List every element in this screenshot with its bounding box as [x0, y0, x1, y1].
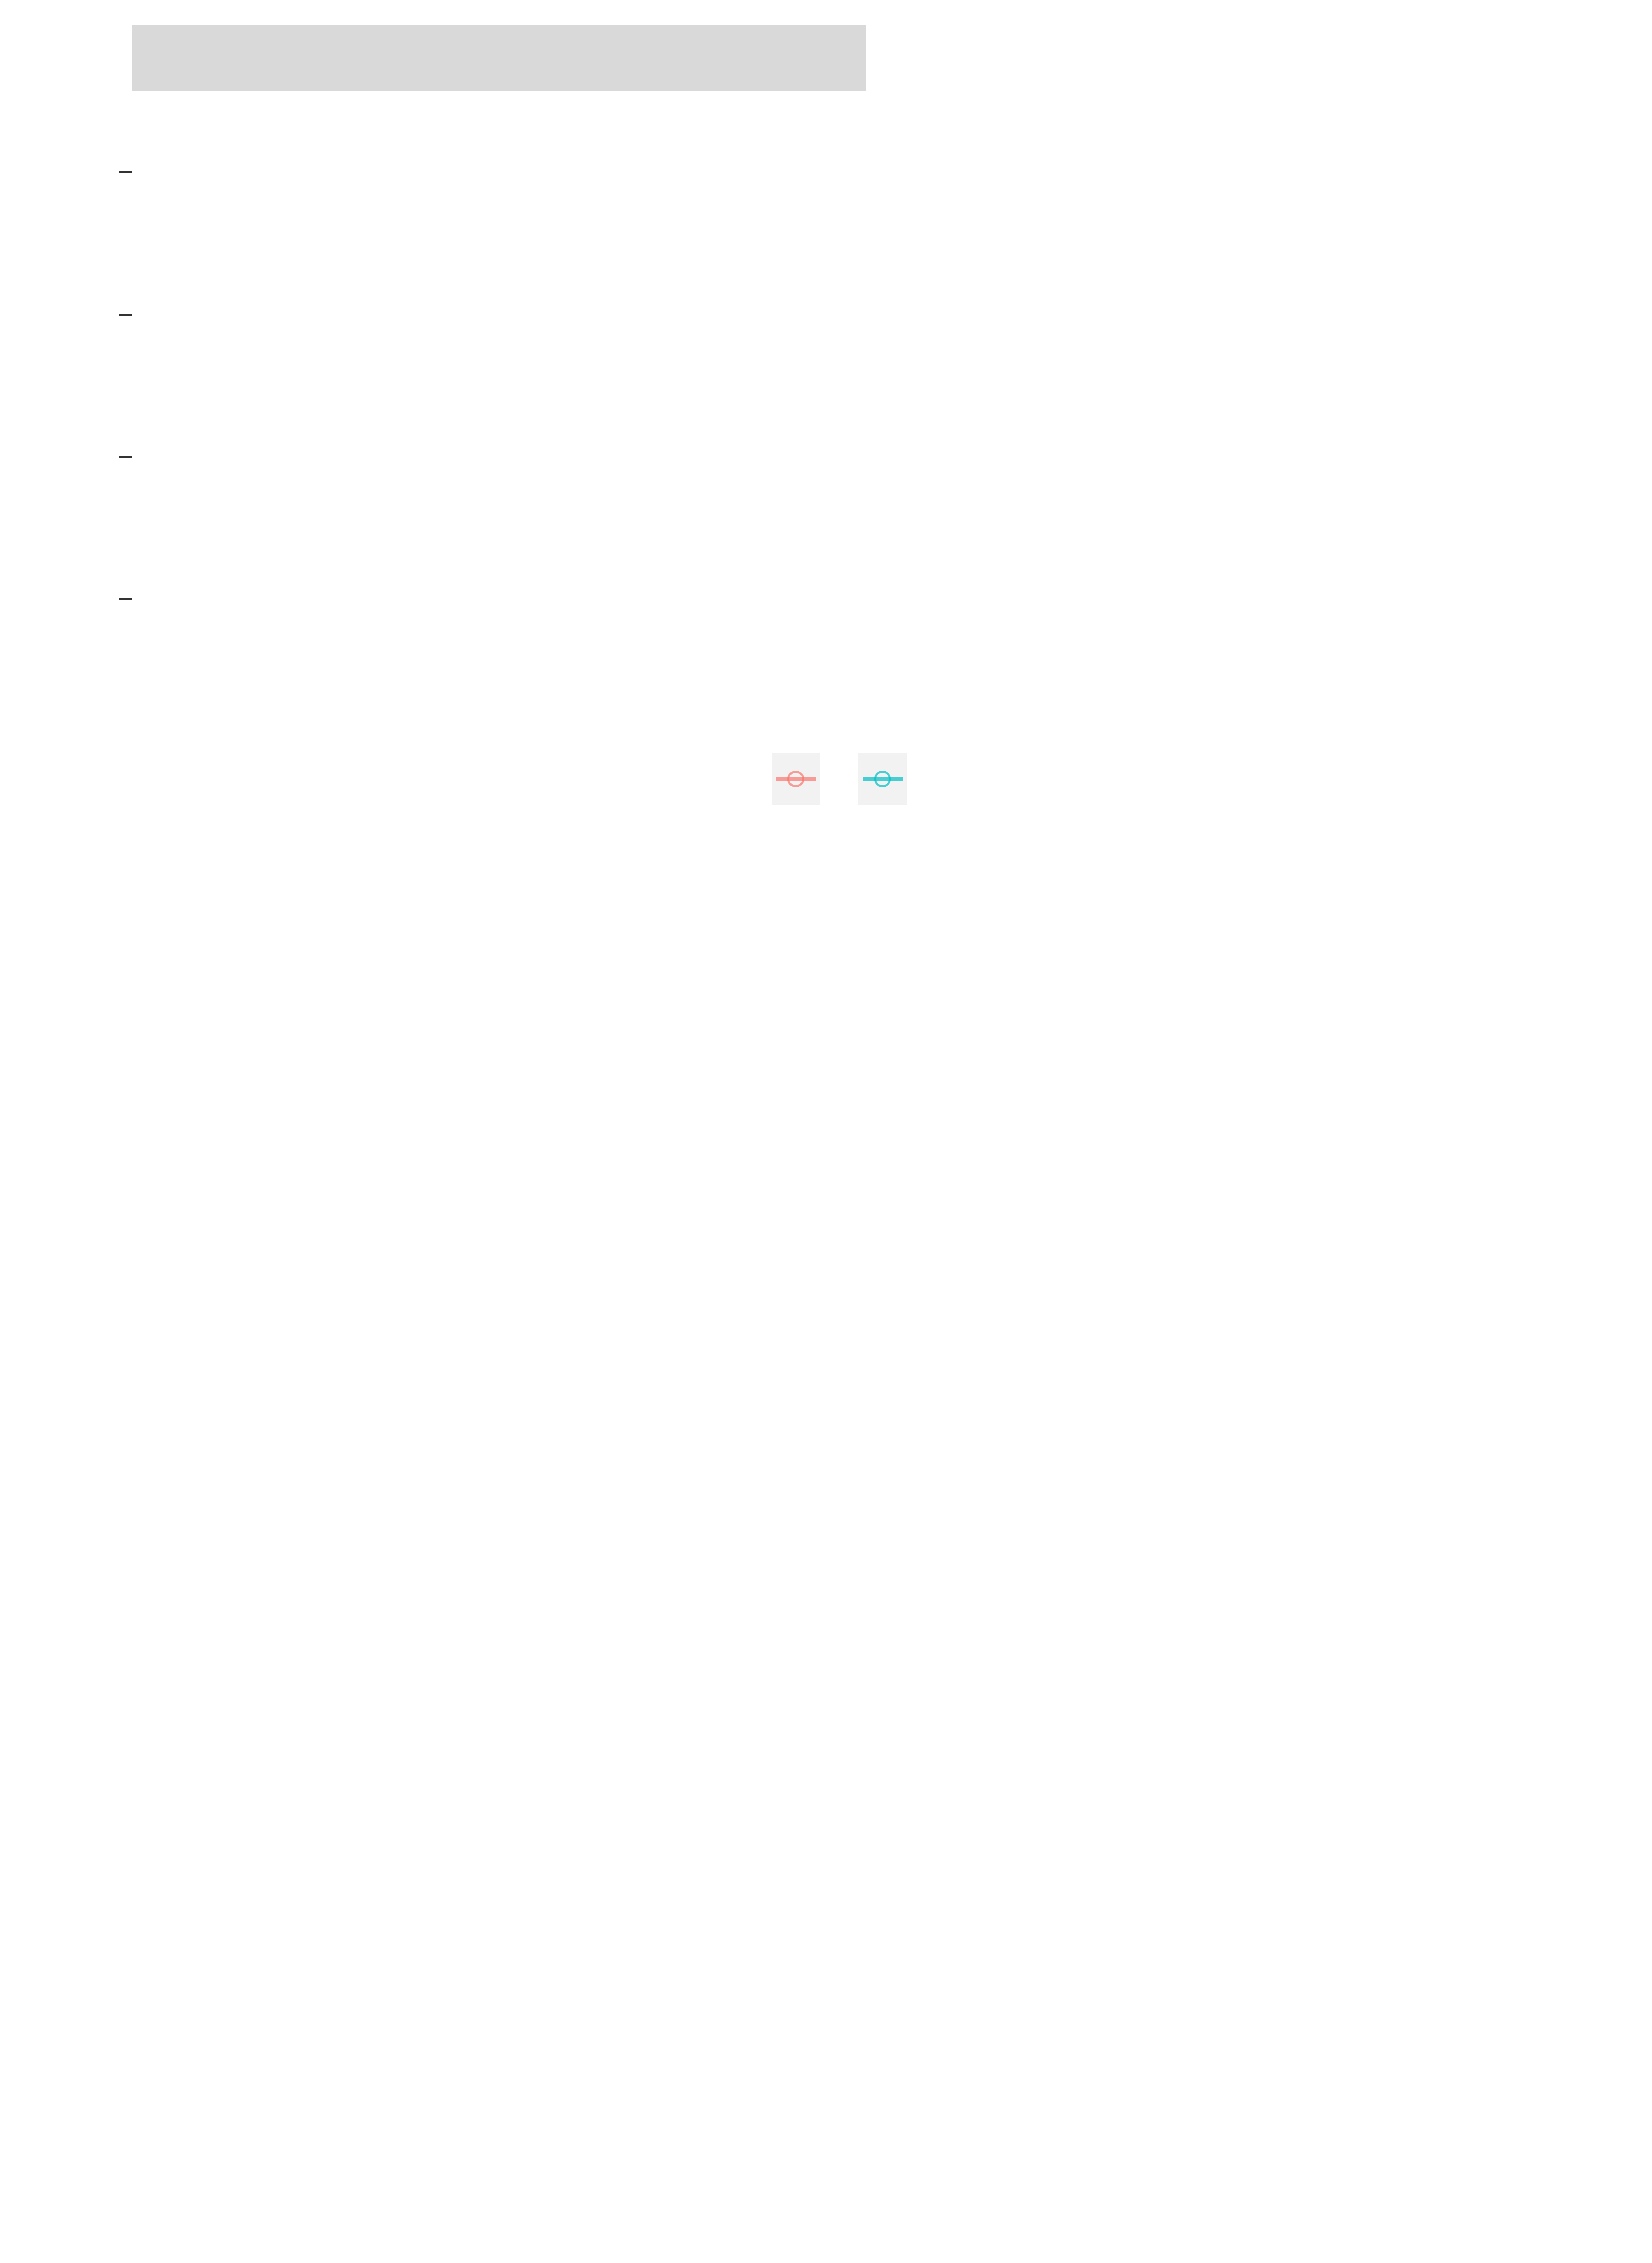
legend	[0, 753, 1652, 805]
y-tick-mark	[119, 171, 132, 174]
y-tick-mark	[119, 597, 132, 600]
figure-height	[0, 25, 1652, 705]
legend-key-deletion-icon	[771, 753, 820, 805]
facet-strip-female	[132, 25, 866, 91]
y-tick-mark	[119, 455, 132, 458]
page: { "colors": { "Deletion": "#F8766D", "No…	[0, 25, 1652, 2263]
legend-item-non-deletion	[858, 753, 921, 805]
figures-container	[0, 25, 1652, 705]
legend-key-non-deletion-icon	[858, 753, 907, 805]
y-tick-mark	[119, 313, 132, 316]
legend-item-deletion	[771, 753, 834, 805]
